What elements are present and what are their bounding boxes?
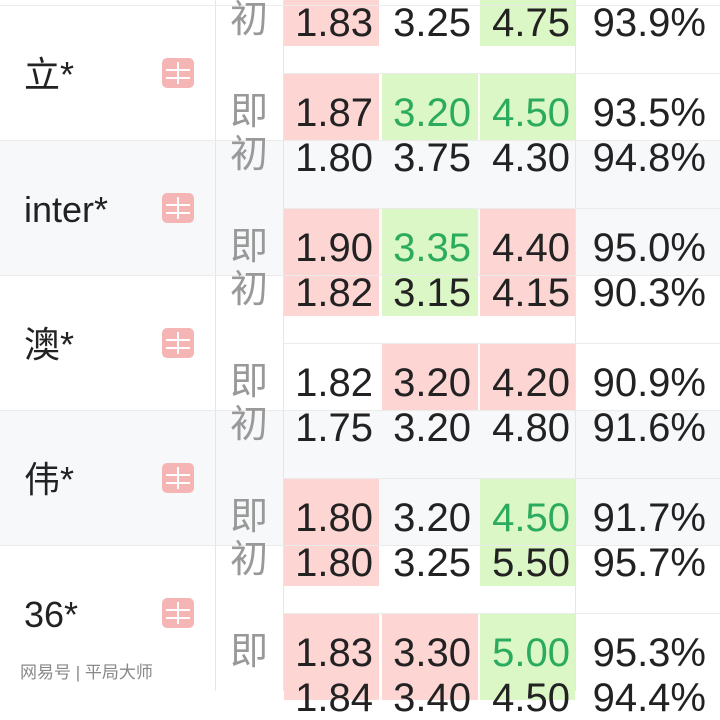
- current-label: 即: [230, 496, 269, 538]
- current-payout-rate: 95.3%: [592, 631, 706, 675]
- initial-draw-odds: 3.40: [393, 676, 471, 720]
- initial-home-odds: 1.80: [295, 136, 373, 180]
- row-divider: [0, 5, 720, 6]
- odds-change-cell: [480, 613, 575, 700]
- current-payout-rate: 95.0%: [592, 226, 706, 270]
- current-draw-odds: 3.20: [393, 91, 471, 135]
- current-label: 即: [230, 361, 269, 403]
- initial-label: 初: [230, 0, 269, 41]
- current-label: 即: [230, 631, 269, 673]
- initial-draw-odds: 3.15: [393, 271, 471, 315]
- initial-label: 初: [230, 269, 269, 311]
- initial-home-odds: 1.83: [295, 1, 373, 45]
- initial-label: 初: [230, 539, 269, 581]
- initial-away-odds: 4.50: [492, 676, 570, 720]
- initial-draw-odds: 3.25: [393, 541, 471, 585]
- current-away-odds: 4.50: [492, 91, 570, 135]
- bookmaker-badge-icon[interactable]: [162, 598, 194, 628]
- odds-change-cell: [480, 208, 575, 316]
- subrow-divider: [283, 613, 720, 614]
- odds-change-cell: [480, 343, 575, 410]
- column-divider: [283, 0, 284, 691]
- initial-draw-odds: 3.75: [393, 136, 471, 180]
- odds-change-cell: [284, 73, 379, 140]
- bookmaker-name[interactable]: 澳*: [24, 324, 75, 365]
- current-away-odds: 4.40: [492, 226, 570, 270]
- initial-away-odds: 4.75: [492, 1, 570, 45]
- current-home-odds: 1.90: [295, 226, 373, 270]
- odds-change-cell: [382, 73, 478, 140]
- current-draw-odds: 3.30: [393, 631, 471, 675]
- odds-change-cell: [284, 208, 379, 316]
- bookmaker-badge-icon[interactable]: [162, 58, 194, 88]
- initial-payout-rate: 94.8%: [592, 136, 706, 180]
- current-payout-rate: 90.9%: [592, 361, 706, 405]
- initial-away-odds: 4.30: [492, 136, 570, 180]
- subrow-divider: [283, 208, 720, 209]
- odds-change-cell: [480, 73, 575, 140]
- bookmaker-badge-icon[interactable]: [162, 463, 194, 493]
- initial-home-odds: 1.80: [295, 541, 373, 585]
- current-label: 即: [230, 226, 269, 268]
- odds-change-cell: [382, 343, 478, 410]
- column-divider: [215, 0, 216, 691]
- current-away-odds: 5.00: [492, 631, 570, 675]
- current-payout-rate: 91.7%: [592, 496, 706, 540]
- bookmaker-name[interactable]: 伟*: [24, 459, 75, 500]
- current-draw-odds: 3.20: [393, 361, 471, 405]
- initial-home-odds: 1.84: [295, 676, 373, 720]
- initial-away-odds: 4.15: [492, 271, 570, 315]
- initial-label: 初: [230, 404, 269, 446]
- row-divider: [0, 545, 720, 546]
- current-home-odds: 1.82: [295, 361, 373, 405]
- initial-away-odds: 5.50: [492, 541, 570, 585]
- current-home-odds: 1.87: [295, 91, 373, 135]
- current-draw-odds: 3.20: [393, 496, 471, 540]
- current-label: 即: [230, 91, 269, 133]
- bookmaker-badge-icon[interactable]: [162, 328, 194, 358]
- current-payout-rate: 93.5%: [592, 91, 706, 135]
- row-divider: [0, 140, 720, 141]
- bookmaker-name[interactable]: inter*: [24, 189, 109, 230]
- initial-payout-rate: 93.9%: [592, 1, 706, 45]
- row-divider: [0, 275, 720, 276]
- column-divider: [575, 0, 576, 691]
- initial-payout-rate: 94.4%: [592, 676, 706, 720]
- subrow-divider: [283, 73, 720, 74]
- subrow-divider: [283, 343, 720, 344]
- current-home-odds: 1.80: [295, 496, 373, 540]
- current-draw-odds: 3.35: [393, 226, 471, 270]
- current-away-odds: 4.50: [492, 496, 570, 540]
- odds-change-cell: [382, 613, 478, 700]
- initial-payout-rate: 90.3%: [592, 271, 706, 315]
- current-away-odds: 4.20: [492, 361, 570, 405]
- subrow-divider: [283, 478, 720, 479]
- odds-change-cell: [382, 208, 478, 316]
- odds-change-cell: [284, 613, 379, 700]
- odds-change-cell: [284, 478, 379, 586]
- row-divider: [0, 410, 720, 411]
- bookmaker-name[interactable]: 36*: [24, 594, 79, 635]
- initial-payout-rate: 91.6%: [592, 406, 706, 450]
- initial-home-odds: 1.82: [295, 271, 373, 315]
- initial-home-odds: 1.75: [295, 406, 373, 450]
- bookmaker-badge-icon[interactable]: [162, 193, 194, 223]
- initial-away-odds: 4.80: [492, 406, 570, 450]
- odds-change-cell: [284, 0, 379, 46]
- current-home-odds: 1.83: [295, 631, 373, 675]
- initial-draw-odds: 3.20: [393, 406, 471, 450]
- bookmaker-name[interactable]: 立*: [24, 54, 75, 95]
- initial-payout-rate: 95.7%: [592, 541, 706, 585]
- initial-label: 初: [230, 134, 269, 176]
- odds-change-cell: [480, 0, 575, 46]
- initial-draw-odds: 3.25: [393, 1, 471, 45]
- watermark: 网易号 | 平局大师: [20, 663, 153, 682]
- odds-change-cell: [480, 478, 575, 586]
